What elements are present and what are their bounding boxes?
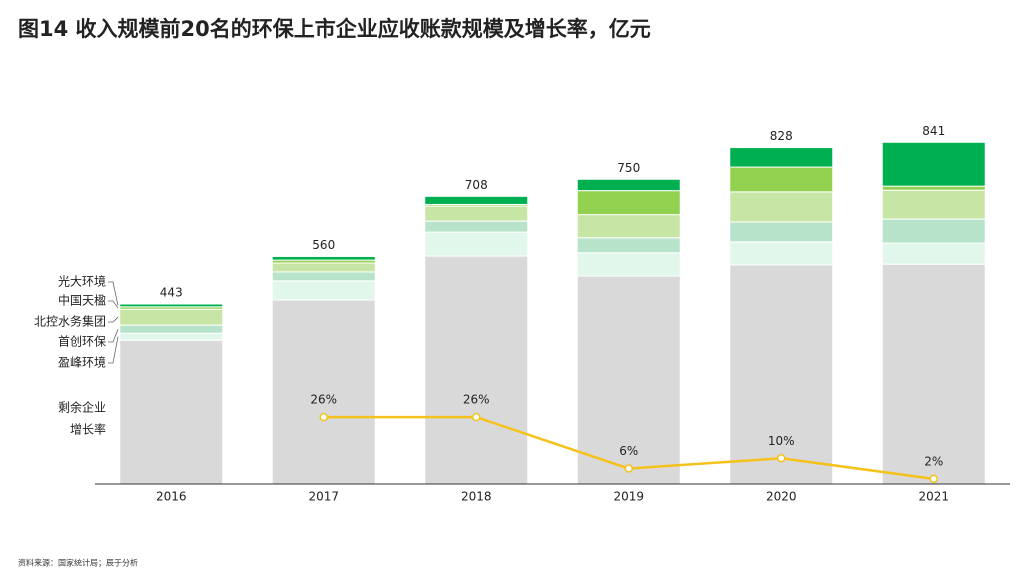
bar-segment [729,264,834,485]
chart-title: 图14 收入规模前20名的环保上市企业应收账款规模及增长率，亿元 [18,17,651,41]
bar-segment [576,237,681,254]
growth-label: 10% [768,434,795,448]
bar-segment [729,191,834,223]
legend-label: 首创环保 [58,335,106,349]
bar-segment [271,280,376,301]
bar-segment [881,189,986,220]
legend-label: 剩余企业 [58,400,106,415]
leader-line [108,329,119,343]
x-tick-label: 2019 [613,490,644,504]
bar-segment [424,255,529,485]
total-label: 560 [312,238,335,252]
bar-segment [271,262,376,273]
bar-segment [729,221,834,243]
x-tick-label: 2020 [766,490,797,504]
bar-segment [119,332,224,341]
bar-segment [119,324,224,334]
bar-segment [424,231,529,257]
growth-label: 2% [924,454,943,468]
bar-segment [424,220,529,233]
legend-label: 北控水务集团 [34,314,106,329]
bar-segment [271,271,376,282]
bar-segment [881,185,986,191]
total-label: 841 [922,124,945,138]
leader-line [108,300,119,309]
growth-label: 26% [463,393,490,407]
source-note: 资料来源：国家统计局；辰于分析 [18,558,138,568]
bar-segment [424,195,529,205]
total-label: 750 [617,161,640,175]
leader-line [108,336,119,364]
leader-line [108,281,119,306]
x-tick-label: 2017 [308,490,339,504]
growth-label: 26% [310,393,337,407]
x-tick-label: 2018 [461,490,492,504]
growth-point [472,412,481,422]
growth-point [624,464,633,473]
x-tick-label: 2016 [156,490,187,504]
growth-point [319,412,328,422]
x-tick-label: 2021 [918,490,949,504]
legend-label: 中国天楹 [58,293,106,308]
bar-segment [119,303,224,308]
bar-segment [576,252,681,277]
growth-label: 6% [619,444,638,458]
total-label: 443 [160,286,183,300]
bar-segment [729,147,834,168]
bar-segment [881,141,986,187]
legend-label: 盈峰环境 [58,355,106,370]
bar-segment [576,190,681,216]
bar-segment [119,308,224,326]
total-label: 828 [770,129,793,143]
bar-segment [576,214,681,239]
legend-label: 光大环境 [58,274,106,289]
bar-segment [881,263,986,485]
leader-line [108,316,119,323]
bar-segment [119,339,224,485]
bar-segment [271,299,376,485]
growth-point [929,474,938,484]
growth-point [777,454,786,463]
legend-label: 增长率 [70,422,106,437]
total-label: 708 [465,178,488,192]
bar-segment [729,166,834,193]
bar-segment [576,178,681,192]
bar-segment [271,255,376,261]
bar-segment [729,241,834,266]
bar-segment [881,218,986,244]
bar-segment [881,242,986,265]
bar-segment [424,205,529,222]
